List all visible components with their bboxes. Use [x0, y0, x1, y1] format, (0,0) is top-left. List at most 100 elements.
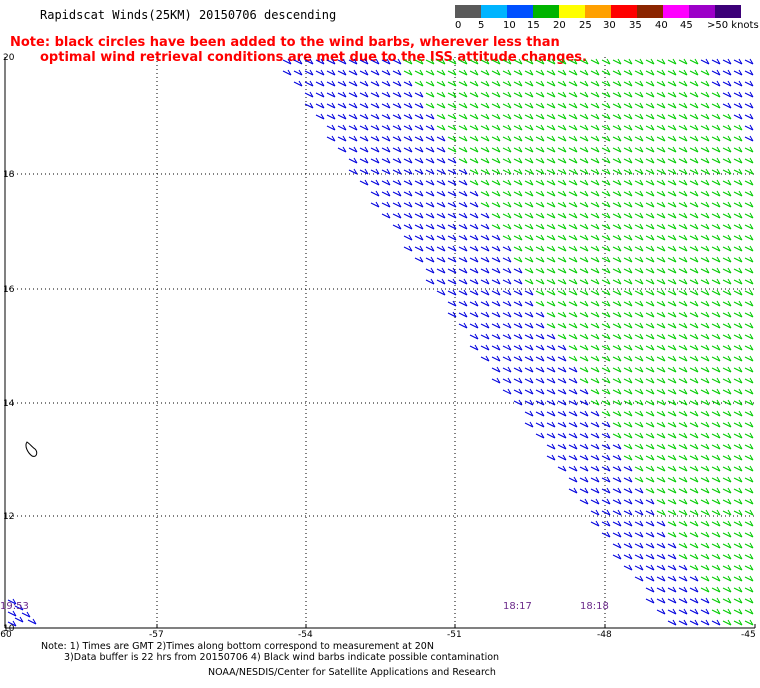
wind-barb: [502, 300, 512, 307]
wind-barb: [733, 520, 743, 527]
wind-barb: [590, 388, 600, 395]
wind-barb: [568, 58, 578, 65]
wind-barb: [733, 113, 743, 120]
wind-barb: [480, 344, 490, 351]
wind-barb: [711, 597, 721, 604]
wind-barb: [667, 498, 677, 505]
wind-barb: [403, 223, 413, 230]
wind-barb: [535, 245, 545, 252]
wind-barb: [535, 366, 545, 373]
wind-barb: [623, 146, 633, 153]
wind-barb: [711, 322, 721, 329]
wind-barb: [612, 388, 622, 395]
wind-barb: [469, 256, 479, 263]
wind-barb: [744, 619, 754, 626]
wind-barb: [491, 157, 501, 164]
wind-barb: [469, 311, 479, 318]
wind-barb: [656, 443, 666, 450]
wind-barb: [491, 289, 501, 296]
wind-barb: [645, 190, 655, 197]
latitude-label: 10: [3, 624, 15, 634]
wind-barb: [491, 366, 501, 373]
wind-barb: [414, 91, 424, 98]
wind-barb: [557, 377, 567, 384]
wind-barb: [612, 91, 622, 98]
wind-barb: [568, 311, 578, 318]
wind-barb: [502, 234, 512, 241]
wind-barb: [513, 179, 523, 186]
wind-barb: [645, 388, 655, 395]
wind-barb: [557, 168, 567, 175]
wind-barb: [700, 388, 710, 395]
wind-barb: [590, 377, 600, 384]
wind-barb: [689, 146, 699, 153]
wind-barb: [689, 322, 699, 329]
wind-barb: [568, 69, 578, 76]
wind-barb: [535, 377, 545, 384]
wind-barb: [326, 124, 336, 131]
wind-barb: [546, 190, 556, 197]
wind-barb: [359, 124, 369, 131]
wind-barb: [678, 542, 688, 549]
wind-barb: [392, 124, 402, 131]
wind-barb: [645, 333, 655, 340]
wind-barb: [590, 322, 600, 329]
wind-barb: [722, 432, 732, 439]
wind-barb: [700, 322, 710, 329]
wind-barb: [733, 586, 743, 593]
wind-barb: [722, 465, 732, 472]
wind-barb: [579, 201, 589, 208]
wind-barb: [744, 476, 754, 483]
wind-barb: [590, 289, 600, 296]
wind-barb: [502, 256, 512, 263]
wind-barb: [612, 344, 622, 351]
wind-barb: [689, 157, 699, 164]
wind-barb: [469, 234, 479, 241]
wind-barb: [733, 278, 743, 285]
wind-barb: [678, 586, 688, 593]
wind-barb: [634, 432, 644, 439]
wind-barb: [381, 190, 391, 197]
wind-barb: [689, 234, 699, 241]
wind-barb: [293, 58, 303, 65]
wind-barb: [491, 190, 501, 197]
wind-barb: [744, 509, 754, 516]
wind-barb: [623, 421, 633, 428]
wind-barb: [546, 124, 556, 131]
wind-barb: [623, 179, 633, 186]
wind-barb: [733, 564, 743, 571]
wind-barb: [645, 476, 655, 483]
wind-barb: [403, 146, 413, 153]
wind-barb: [678, 223, 688, 230]
latitude-label: 12: [3, 512, 14, 522]
wind-barb: [557, 388, 567, 395]
wind-barb: [469, 102, 479, 109]
wind-barb: [634, 102, 644, 109]
wind-barb: [601, 234, 611, 241]
wind-barb: [557, 102, 567, 109]
wind-barb: [304, 91, 314, 98]
wind-barb: [557, 80, 567, 87]
latitude-label: 20: [3, 53, 15, 63]
wind-barb: [348, 91, 358, 98]
wind-barb: [612, 124, 622, 131]
wind-barb: [370, 58, 380, 65]
wind-barb: [579, 487, 589, 494]
wind-barb: [744, 157, 754, 164]
wind-barb: [634, 300, 644, 307]
wind-barb: [491, 201, 501, 208]
wind-barb: [711, 267, 721, 274]
wind-barb: [403, 124, 413, 131]
wind-barb: [491, 355, 501, 362]
wind-barb: [667, 553, 677, 560]
wind-barb: [711, 91, 721, 98]
wind-barb: [535, 355, 545, 362]
wind-barb: [656, 157, 666, 164]
wind-barb: [733, 234, 743, 241]
wind-barb: [678, 58, 688, 65]
wind-barb: [535, 212, 545, 219]
wind-barb: [359, 58, 369, 65]
wind-barb: [348, 69, 358, 76]
wind-barb: [678, 311, 688, 318]
wind-barb: [623, 212, 633, 219]
